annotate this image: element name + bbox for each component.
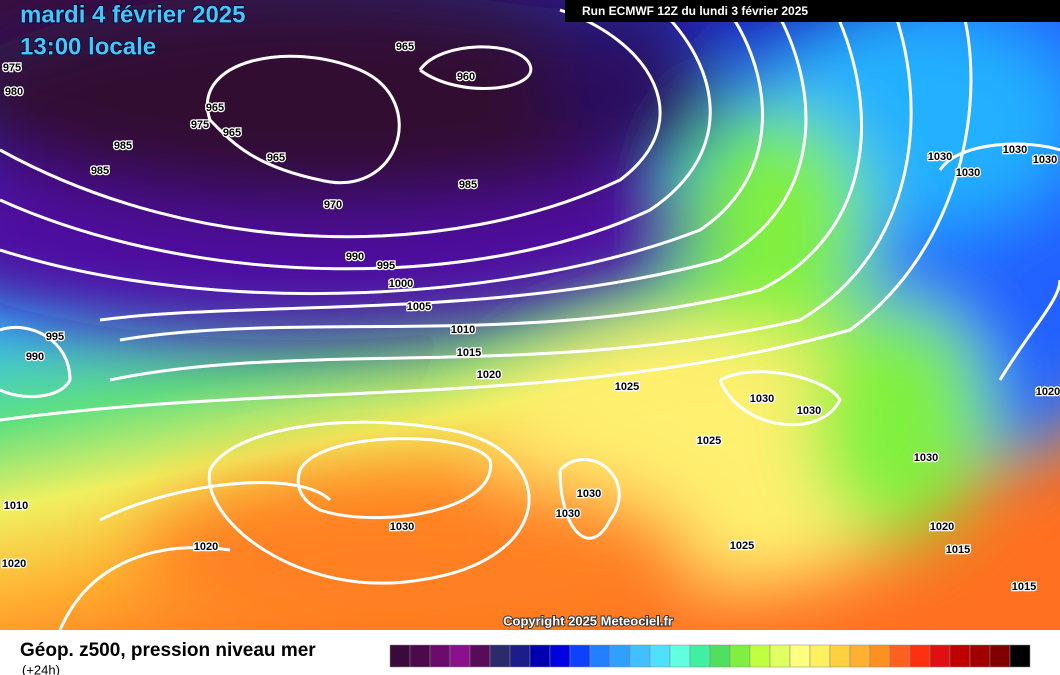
colorbar-swatch bbox=[769, 644, 791, 668]
colorbar-swatch bbox=[629, 644, 651, 668]
isobar-label: 1030 bbox=[928, 151, 952, 163]
colorbar-swatch bbox=[669, 644, 691, 668]
isobar-label: 1030 bbox=[797, 405, 821, 417]
colorbar-swatch bbox=[989, 644, 1011, 668]
isobar-label: 1015 bbox=[1012, 581, 1036, 593]
colorbar-swatch bbox=[829, 644, 851, 668]
colorbar-swatch bbox=[529, 644, 551, 668]
colorbar-swatch bbox=[929, 644, 951, 668]
colorbar-swatch bbox=[1009, 644, 1031, 668]
product-title: Géop. z500, pression niveau mer bbox=[20, 640, 316, 661]
colorbar-swatch bbox=[609, 644, 631, 668]
colorbar-swatch bbox=[389, 644, 411, 668]
isobar-label: 965 bbox=[206, 102, 224, 114]
isobar-label: 1030 bbox=[956, 167, 980, 179]
isobar-label: 1030 bbox=[390, 521, 414, 533]
isobar-label: 985 bbox=[91, 165, 109, 177]
copyright: Copyright 2025 Meteociel.fr bbox=[503, 613, 673, 628]
isobar-label: 1010 bbox=[4, 500, 28, 512]
isobar-label: 1015 bbox=[946, 544, 970, 556]
isobar-label: 965 bbox=[396, 41, 414, 53]
isobar-label: 1030 bbox=[577, 488, 601, 500]
isobar-label: 995 bbox=[377, 260, 395, 272]
isobar-label: 965 bbox=[267, 152, 285, 164]
isobar-label: 1030 bbox=[556, 508, 580, 520]
isobar-label: 1010 bbox=[451, 324, 475, 336]
isobar-label: 1020 bbox=[477, 369, 501, 381]
isobar-label: 1030 bbox=[914, 452, 938, 464]
colorbar bbox=[389, 644, 1031, 668]
isobar-label: 1025 bbox=[730, 540, 754, 552]
colorbar-swatch bbox=[729, 644, 751, 668]
isobar-label: 1030 bbox=[750, 393, 774, 405]
colorbar-swatch bbox=[949, 644, 971, 668]
colorbar-swatch bbox=[549, 644, 571, 668]
isobar-label: 975 bbox=[191, 119, 209, 131]
isobar-label: 960 bbox=[457, 71, 475, 83]
colorbar-swatch bbox=[869, 644, 891, 668]
forecast-step: (+24h) bbox=[22, 662, 60, 675]
run-info: Run ECMWF 12Z du lundi 3 février 2025 bbox=[582, 4, 808, 18]
isobar-label: 990 bbox=[346, 251, 364, 263]
isobar-label: 1015 bbox=[457, 347, 481, 359]
isobar-label: 1000 bbox=[389, 278, 413, 290]
isobar-label: 1020 bbox=[930, 521, 954, 533]
colorbar-swatch bbox=[489, 644, 511, 668]
colorbar-swatch bbox=[589, 644, 611, 668]
colorbar-swatch bbox=[469, 644, 491, 668]
isobar-label: 965 bbox=[223, 127, 241, 139]
date: mardi 4 février 2025 bbox=[20, 1, 245, 28]
colorbar-swatch bbox=[909, 644, 931, 668]
isobar-label: 995 bbox=[46, 331, 64, 343]
colorbar-swatch bbox=[749, 644, 771, 668]
colorbar-swatch bbox=[569, 644, 591, 668]
isobar-label: 985 bbox=[459, 179, 477, 191]
local-time: 13:00 locale bbox=[20, 33, 156, 60]
isobar-label: 1020 bbox=[194, 541, 218, 553]
isobar-label: 970 bbox=[324, 199, 342, 211]
isobars bbox=[0, 0, 1060, 630]
isobar-label: 1020 bbox=[2, 558, 26, 570]
isobar-label: 975 bbox=[3, 62, 21, 74]
colorbar-swatch bbox=[789, 644, 811, 668]
isobar-label: 980 bbox=[5, 86, 23, 98]
colorbar-swatch bbox=[509, 644, 531, 668]
isobar-label: 985 bbox=[114, 140, 132, 152]
colorbar-swatch bbox=[409, 644, 431, 668]
isobar-label: 1025 bbox=[697, 435, 721, 447]
colorbar-swatch bbox=[809, 644, 831, 668]
run-bar bbox=[565, 0, 1060, 22]
colorbar-swatch bbox=[449, 644, 471, 668]
isobar-label: 1020 bbox=[1036, 386, 1060, 398]
isobar-label: 1025 bbox=[615, 381, 639, 393]
isobar-label: 990 bbox=[26, 351, 44, 363]
colorbar-swatch bbox=[429, 644, 451, 668]
colorbar-swatch bbox=[709, 644, 731, 668]
color-fields bbox=[0, 0, 1060, 630]
isobar-label: 1030 bbox=[1003, 144, 1027, 156]
map: 9659609659759659859859659709859909951000… bbox=[0, 0, 1060, 630]
isobar-labels: 9659609659759659859859659709859909951000… bbox=[1, 40, 1060, 595]
colorbar-swatch bbox=[889, 644, 911, 668]
colorbar-swatch bbox=[689, 644, 711, 668]
colorbar-swatch bbox=[969, 644, 991, 668]
isobar-label: 1030 bbox=[1033, 154, 1057, 166]
colorbar-swatch bbox=[649, 644, 671, 668]
isobar-label: 1005 bbox=[407, 301, 431, 313]
colorbar-swatch bbox=[849, 644, 871, 668]
